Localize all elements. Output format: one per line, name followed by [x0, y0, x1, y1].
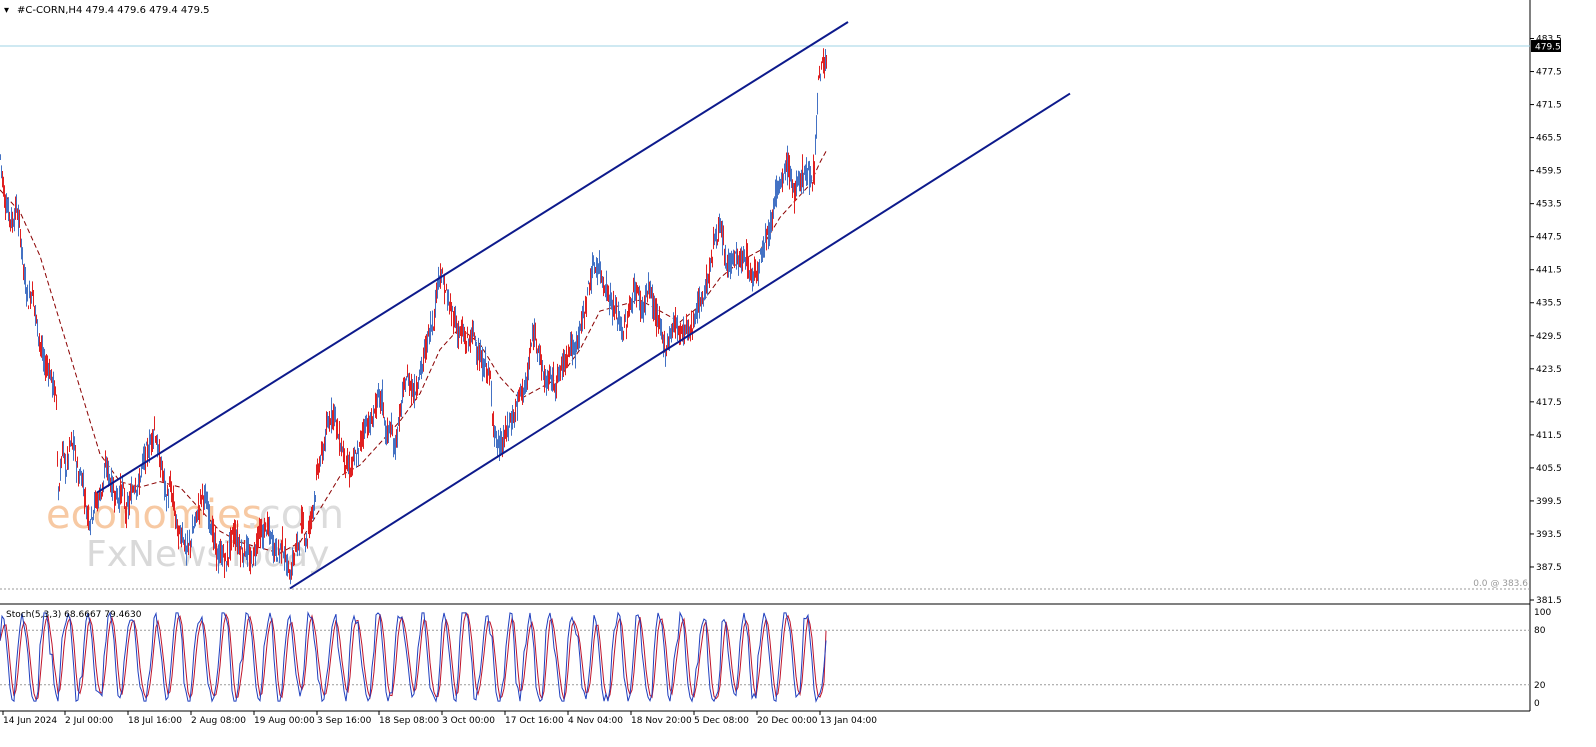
price-tick-label: 429.5: [1536, 332, 1562, 342]
fib-level-label: 0.0 @ 383.6: [1473, 579, 1528, 589]
time-tick-label: 13 Jan 04:00: [820, 716, 877, 726]
time-tick-label: 2 Jul 00:00: [65, 716, 114, 726]
time-tick-label: 2 Aug 08:00: [191, 716, 246, 726]
price-tick-label: 399.5: [1536, 497, 1562, 507]
price-tick-label: 447.5: [1536, 233, 1562, 243]
price-tick-label: 453.5: [1536, 200, 1562, 210]
time-tick-label: 18 Nov 20:00: [631, 716, 692, 726]
time-tick-label: 4 Nov 04:00: [568, 716, 623, 726]
chart-header-arrow[interactable]: ▾: [4, 5, 9, 16]
price-tick-label: 471.5: [1536, 101, 1562, 111]
price-tick-label: 405.5: [1536, 464, 1562, 474]
stoch-tick-label: 80: [1534, 626, 1546, 636]
price-tag-label: 479.5: [1535, 43, 1561, 53]
time-tick-label: 18 Jul 16:00: [128, 716, 182, 726]
stoch-label: Stoch(5,3,3) 68.6667 79.4630: [6, 610, 142, 620]
channel-upper-line[interactable]: [96, 21, 849, 494]
time-tick-label: 14 Jun 2024: [3, 716, 57, 726]
price-tick-label: 381.5: [1536, 596, 1562, 606]
time-tick-label: 18 Sep 08:00: [379, 716, 439, 726]
time-tick-label: 3 Sep 16:00: [317, 716, 372, 726]
price-tick-label: 435.5: [1536, 299, 1562, 309]
time-tick-label: 19 Aug 00:00: [254, 716, 315, 726]
price-tag-box: [1531, 40, 1561, 52]
time-tick-label: 5 Dec 08:00: [694, 716, 749, 726]
stoch-tick-label: 0: [1534, 699, 1540, 709]
price-tick-label: 477.5: [1536, 68, 1562, 78]
price-tick-label: 483.5: [1536, 35, 1562, 45]
price-tick-label: 465.5: [1536, 134, 1562, 144]
price-tick-label: 417.5: [1536, 398, 1562, 408]
channel-lower-line[interactable]: [289, 92, 1071, 590]
watermark-brand-main: economies: [46, 492, 262, 538]
time-tick-label: 3 Oct 00:00: [442, 716, 495, 726]
price-tick-label: 393.5: [1536, 530, 1562, 540]
stoch-signal-line: [0, 611, 827, 701]
time-tick-label: 17 Oct 16:00: [505, 716, 564, 726]
price-tick-label: 441.5: [1536, 266, 1562, 276]
stoch-tick-label: 20: [1534, 681, 1546, 691]
stoch-main-line: [0, 610, 827, 703]
stoch-tick-label: 100: [1534, 608, 1551, 618]
chart-symbol-line: #C-CORN,H4 479.4 479.6 479.4 479.5: [17, 5, 210, 16]
price-tick-label: 459.5: [1536, 167, 1562, 177]
price-tick-label: 411.5: [1536, 431, 1562, 441]
price-tick-label: 423.5: [1536, 365, 1562, 375]
time-tick-label: 20 Dec 00:00: [757, 716, 818, 726]
price-tick-label: 387.5: [1536, 563, 1562, 573]
moving-average-line: [0, 151, 827, 554]
